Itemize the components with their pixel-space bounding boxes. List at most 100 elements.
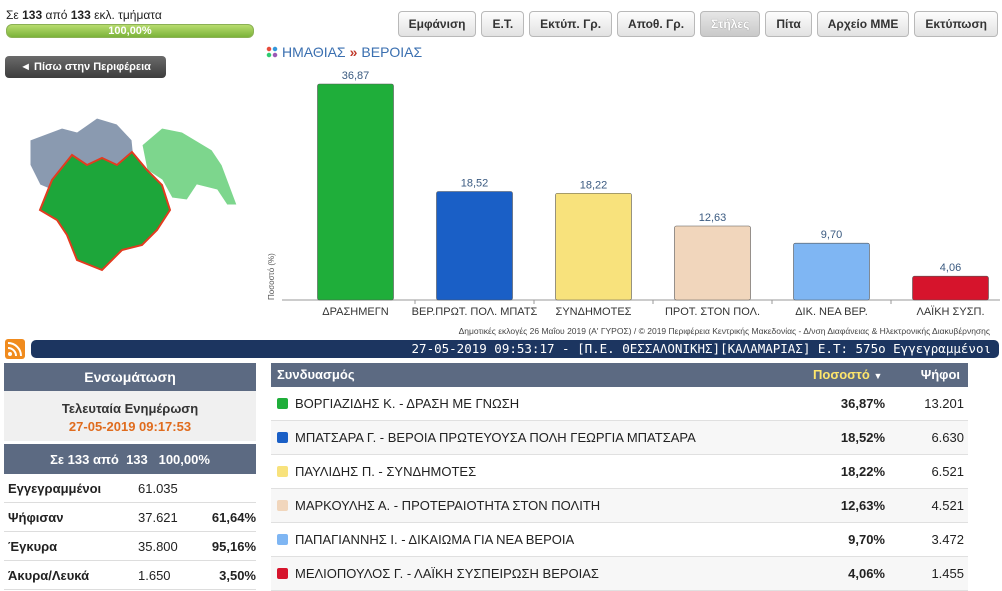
stat-value: 35.800: [138, 538, 178, 554]
stat-value: 61.035: [138, 480, 178, 496]
category-label: ΠΡΟΤ. ΣΤΟΝ ΠΟΛ.: [665, 306, 760, 318]
party-color-swatch: [277, 534, 288, 545]
col-votes[interactable]: Ψήφοι: [920, 367, 960, 382]
breadcrumb-sep: »: [349, 44, 358, 60]
bar-0[interactable]: [317, 83, 394, 301]
stat-row-voted: Ψήφισαν 37.621 61,64%: [4, 503, 256, 532]
bar-value-label: 12,63: [699, 212, 727, 224]
party-votes: 4.521: [931, 498, 964, 513]
rss-icon[interactable]: [5, 339, 25, 359]
stat-pct: 95,16%: [211, 538, 256, 554]
news-ticker: 27-05-2019 09:53:17 - [Π.Ε. ΘΕΣΣΑΛΟΝΙΚΗΣ…: [31, 340, 999, 358]
bar-5[interactable]: [912, 275, 989, 301]
category-label: ΛΑΪΚΗ ΣΥΣΠ.: [916, 306, 984, 318]
party-color-swatch: [277, 432, 288, 443]
counter-suffix: εκλ. τμήματα: [94, 8, 162, 22]
bar-3[interactable]: [674, 225, 751, 301]
bars-button[interactable]: Στήλες: [700, 11, 761, 37]
sort-desc-icon: ▼: [873, 371, 883, 381]
counter-mid: από: [45, 8, 68, 22]
party-name: ΠΑΠΑΓΙΑΝΝΗΣ Ι. - ΔΙΚΑΙΩΜΑ ΓΙΑ ΝΕΑ ΒΕΡΟΙΑ: [295, 532, 575, 547]
category-label: ΔΙΚ. ΝΕΑ ΒΕΡ.: [795, 306, 868, 318]
media-archive-button[interactable]: Αρχείο ΜΜΕ: [816, 11, 910, 37]
stat-value: 37.621: [138, 509, 178, 525]
integration-header: Ενσωμάτωση: [4, 363, 256, 391]
last-update-label: Τελευταία Ενημέρωση: [61, 401, 199, 416]
bar-value-label: 4,06: [940, 262, 961, 274]
breadcrumb-parent[interactable]: ΗΜΑΘΙΑΣ: [282, 44, 346, 60]
breadcrumb-current: ΒΕΡΟΙΑΣ: [361, 44, 423, 60]
party-pct: 36,87%: [840, 396, 885, 411]
results-bar-chart: Ποσοστό (%) 36,87 ΔΡΑΣΗΜΕΓΝ 18,52 ΒΕΡ.ΠΡΩΤ.…: [267, 70, 1000, 318]
party-name: ΜΕΛΙΟΠΟΥΛΟΣ Γ. - ΛΑΪΚΗ ΣΥΣΠΕΙΡΩΣΗ ΒΕΡΟΙΑ…: [295, 566, 599, 581]
stat-key: Έγκυρα: [8, 538, 58, 554]
counter-total: 133: [70, 8, 91, 22]
party-pct: 18,22%: [840, 464, 885, 479]
table-row[interactable]: ΠΑΠΑΓΙΑΝΝΗΣ Ι. - ΔΙΚΑΙΩΜΑ ΓΙΑ ΝΕΑ ΒΕΡΟΙΑ…: [271, 523, 968, 557]
stat-pct: 61,64%: [211, 509, 256, 525]
party-color-swatch: [277, 500, 288, 511]
results-table-header: Συνδυασμός Ποσοστό ▼ Ψήφοι: [271, 363, 968, 387]
stat-row-valid: Έγκυρα 35.800 95,16%: [4, 532, 256, 561]
progress-bar: 100,00%: [6, 24, 254, 38]
party-votes: 3.472: [931, 532, 964, 547]
et-button[interactable]: Ε.Τ.: [481, 11, 525, 37]
bar-1[interactable]: [436, 191, 513, 301]
table-row[interactable]: ΒΟΡΓΙΑΖΙΔΗΣ Κ. - ΔΡΑΣΗ ΜΕ ΓΝΩΣΗ 36,87% 1…: [271, 387, 968, 421]
bar-2[interactable]: [555, 192, 632, 301]
bars-group: 36,87 ΔΡΑΣΗΜΕΓΝ 18,52 ΒΕΡ.ΠΡΩΤ. ΠΟΛ. ΜΠΑΤΣ 1…: [317, 70, 989, 318]
last-update-box: Τελευταία Ενημέρωση 27-05-2019 09:17:53: [4, 391, 256, 441]
category-label: ΔΡΑΣΗΜΕΓΝ: [322, 306, 389, 318]
stat-key: Άκυρα/Λευκά: [8, 567, 90, 583]
party-color-swatch: [277, 568, 288, 579]
table-row[interactable]: ΠΑΥΛΙΔΗΣ Π. - ΣΥΝΔΗΜΟΤΕΣ 18,22% 6.521: [271, 455, 968, 489]
counter-done: 133: [22, 8, 43, 22]
print-chart-button[interactable]: Εκτύπ. Γρ.: [529, 11, 613, 37]
pie-button[interactable]: Πίτα: [765, 11, 812, 37]
party-votes: 1.455: [931, 566, 964, 581]
table-row[interactable]: ΜΑΡΚΟΥΛΗΣ Α. - ΠΡΟΤΕΡΑΙΟΤΗΤΑ ΣΤΟΝ ΠΟΛΙΤΗ…: [271, 489, 968, 523]
col-percent[interactable]: Ποσοστό ▼: [813, 367, 882, 382]
map-region-selected[interactable]: [38, 150, 172, 272]
stat-key: Εγγεγραμμένοι: [8, 480, 102, 496]
map-region-east[interactable]: [141, 127, 238, 206]
bar-value-label: 18,52: [461, 178, 489, 190]
party-votes: 6.630: [931, 430, 964, 445]
party-votes: 13.201: [924, 396, 964, 411]
party-color-swatch: [277, 398, 288, 409]
print-button[interactable]: Εκτύπωση: [914, 11, 998, 37]
counter-prefix: Σε: [6, 8, 19, 22]
table-row[interactable]: ΜΕΛΙΟΠΟΥΛΟΣ Γ. - ΛΑΪΚΗ ΣΥΣΠΕΙΡΩΣΗ ΒΕΡΟΙΑ…: [271, 557, 968, 591]
table-row[interactable]: ΜΠΑΤΣΑΡΑ Γ. - ΒΕΡΟΙΑ ΠΡΩΤΕΥΟΥΣΑ ΠΟΛΗ ΓΕΩ…: [271, 421, 968, 455]
party-votes: 6.521: [931, 464, 964, 479]
sections-count-bar: Σε 133 από 133 100,00%: [4, 444, 256, 474]
save-chart-button[interactable]: Αποθ. Γρ.: [617, 11, 696, 37]
toolbar: Εμφάνιση Ε.Τ. Εκτύπ. Γρ. Αποθ. Γρ. Στήλε…: [397, 11, 998, 37]
y-axis-label: Ποσοστό (%): [267, 253, 276, 300]
party-name: ΜΠΑΤΣΑΡΑ Γ. - ΒΕΡΟΙΑ ΠΡΩΤΕΥΟΥΣΑ ΠΟΛΗ ΓΕΩ…: [295, 430, 696, 445]
section-counter: Σε 133 από 133 εκλ. τμήματα: [6, 8, 162, 22]
party-name: ΜΑΡΚΟΥΛΗΣ Α. - ΠΡΟΤΕΡΑΙΟΤΗΤΑ ΣΤΟΝ ΠΟΛΙΤΗ: [295, 498, 601, 513]
breadcrumb: ΗΜΑΘΙΑΣ » ΒΕΡΟΙΑΣ: [266, 44, 422, 60]
bar-value-label: 18,22: [580, 179, 608, 191]
col-party[interactable]: Συνδυασμός: [277, 367, 355, 382]
bar-value-label: 36,87: [342, 70, 370, 82]
last-update-time: 27-05-2019 09:17:53: [68, 419, 192, 434]
party-name: ΒΟΡΓΙΑΖΙΔΗΣ Κ. - ΔΡΑΣΗ ΜΕ ΓΝΩΣΗ: [295, 396, 520, 411]
municipality-map[interactable]: [22, 110, 242, 275]
col-percent-label: Ποσοστό: [813, 367, 870, 382]
bar-value-label: 9,70: [821, 229, 842, 241]
party-pct: 12,63%: [840, 498, 885, 513]
show-button[interactable]: Εμφάνιση: [397, 11, 477, 37]
stat-pct: 3,50%: [219, 567, 256, 583]
stat-row-registered: Εγγεγραμμένοι 61.035: [4, 474, 256, 503]
stat-row-invalid: Άκυρα/Λευκά 1.650 3,50%: [4, 561, 256, 590]
grid-icon: [266, 46, 278, 58]
bar-4[interactable]: [793, 242, 870, 301]
stat-key: Ψήφισαν: [8, 509, 64, 525]
back-to-region-button[interactable]: ◄ Πίσω στην Περιφέρεια: [5, 56, 166, 78]
party-pct: 4,06%: [848, 566, 885, 581]
progress-label: 100,00%: [108, 25, 152, 37]
chart-footnote: Δημοτικές εκλογές 26 Μαΐου 2019 (Α' ΓΥΡΟ…: [458, 326, 990, 336]
party-name: ΠΑΥΛΙΔΗΣ Π. - ΣΥΝΔΗΜΟΤΕΣ: [295, 464, 477, 479]
